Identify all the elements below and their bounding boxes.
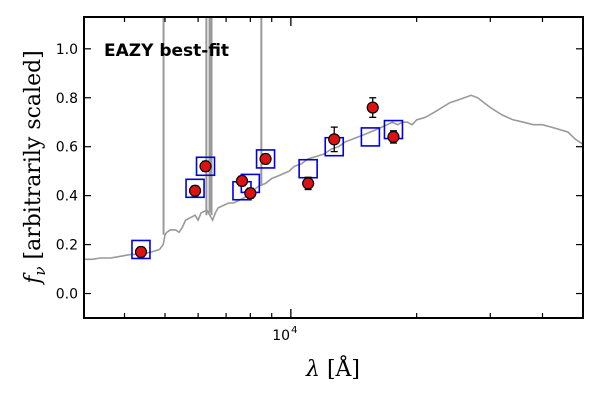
y-tick-label: 1.0 xyxy=(56,42,78,58)
plot-frame xyxy=(83,16,584,319)
model-photometry-square xyxy=(195,156,216,177)
model-photometry-square xyxy=(298,158,318,179)
observed-point xyxy=(199,160,212,173)
marker-layer xyxy=(131,97,404,260)
observed-point xyxy=(387,130,400,144)
model-photometry-square xyxy=(255,149,276,169)
y-tick-label: 0.0 xyxy=(56,287,78,303)
y-tick-label: 0.6 xyxy=(56,140,78,156)
y-axis-label: fν [arbitrarily scaled] xyxy=(21,50,49,286)
observed-point xyxy=(134,245,148,259)
model-photometry-square xyxy=(185,178,205,199)
observed-point xyxy=(235,174,249,188)
observed-point xyxy=(328,133,341,146)
tick-layer: 0.0 0.2 0.4 0.6 0.8 1.0 104 xyxy=(56,17,583,344)
model-photometry-square xyxy=(131,239,151,260)
x-tick-label: 104 xyxy=(272,325,297,344)
observed-point xyxy=(366,101,379,114)
y-tick-label: 0.8 xyxy=(56,91,78,107)
x-axis-label: λ [Å] xyxy=(305,354,360,382)
y-tick-label: 0.4 xyxy=(56,189,78,205)
observed-point xyxy=(302,177,315,190)
annotation-label: EAZY best-fit xyxy=(104,41,229,61)
y-tick-label: 0.2 xyxy=(56,238,78,254)
observed-point xyxy=(188,184,202,197)
observed-point xyxy=(244,187,257,200)
sed-curve xyxy=(84,94,584,261)
observed-point xyxy=(259,152,272,166)
model-photometry-square xyxy=(360,127,381,147)
